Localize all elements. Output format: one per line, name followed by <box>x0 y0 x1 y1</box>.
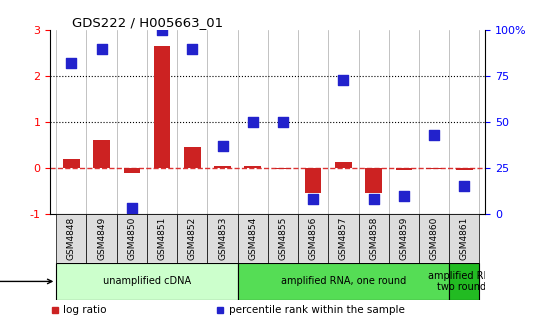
FancyBboxPatch shape <box>358 214 389 263</box>
Point <box>339 77 348 83</box>
Bar <box>275 168 291 169</box>
Bar <box>365 168 382 193</box>
Point <box>430 132 439 138</box>
Text: GSM4861: GSM4861 <box>460 217 469 260</box>
Bar <box>426 168 442 169</box>
Point <box>460 184 469 189</box>
Text: percentile rank within the sample: percentile rank within the sample <box>229 305 405 316</box>
Text: log ratio: log ratio <box>63 305 107 316</box>
Bar <box>396 168 412 170</box>
Bar <box>244 166 261 168</box>
Point <box>127 206 136 211</box>
Text: GSM4849: GSM4849 <box>97 217 106 260</box>
Point <box>97 46 106 51</box>
Bar <box>154 46 170 168</box>
Point <box>248 119 257 125</box>
FancyBboxPatch shape <box>56 263 238 300</box>
Bar <box>93 140 110 168</box>
Point <box>309 197 318 202</box>
Text: GSM4855: GSM4855 <box>278 217 287 260</box>
FancyBboxPatch shape <box>449 263 479 300</box>
FancyBboxPatch shape <box>117 214 147 263</box>
Text: GSM4851: GSM4851 <box>157 217 166 260</box>
Text: GSM4850: GSM4850 <box>127 217 136 260</box>
Point <box>278 119 287 125</box>
Bar <box>305 168 321 193</box>
FancyBboxPatch shape <box>177 214 208 263</box>
Text: GSM4856: GSM4856 <box>309 217 318 260</box>
Text: GSM4848: GSM4848 <box>67 217 76 260</box>
Point <box>67 60 76 66</box>
Point <box>188 46 197 51</box>
Bar <box>456 168 473 170</box>
FancyBboxPatch shape <box>419 214 449 263</box>
FancyBboxPatch shape <box>268 214 298 263</box>
Text: GSM4858: GSM4858 <box>369 217 378 260</box>
FancyBboxPatch shape <box>238 263 449 300</box>
Text: amplified RNA, one round: amplified RNA, one round <box>281 277 406 286</box>
Text: GSM4857: GSM4857 <box>339 217 348 260</box>
Point <box>369 197 378 202</box>
Bar <box>184 148 200 168</box>
FancyBboxPatch shape <box>86 214 117 263</box>
Bar <box>214 166 231 168</box>
Text: GSM4852: GSM4852 <box>188 217 197 260</box>
Bar <box>123 168 140 173</box>
FancyBboxPatch shape <box>449 214 479 263</box>
FancyBboxPatch shape <box>389 214 419 263</box>
Text: GSM4854: GSM4854 <box>248 217 257 260</box>
FancyBboxPatch shape <box>147 214 177 263</box>
Text: amplified RNA,
two rounds: amplified RNA, two rounds <box>428 270 501 292</box>
Bar <box>335 162 352 168</box>
Text: GSM4859: GSM4859 <box>400 217 408 260</box>
Bar <box>63 159 80 168</box>
Point <box>400 193 408 198</box>
Point <box>218 143 227 149</box>
Text: protocol: protocol <box>0 277 52 286</box>
Text: GSM4860: GSM4860 <box>430 217 439 260</box>
FancyBboxPatch shape <box>298 214 328 263</box>
FancyBboxPatch shape <box>328 214 358 263</box>
Text: GSM4853: GSM4853 <box>218 217 227 260</box>
Text: unamplified cDNA: unamplified cDNA <box>103 277 191 286</box>
FancyBboxPatch shape <box>238 214 268 263</box>
Text: GDS222 / H005663_01: GDS222 / H005663_01 <box>72 16 223 29</box>
Point <box>157 28 166 33</box>
FancyBboxPatch shape <box>56 214 86 263</box>
FancyBboxPatch shape <box>208 214 238 263</box>
